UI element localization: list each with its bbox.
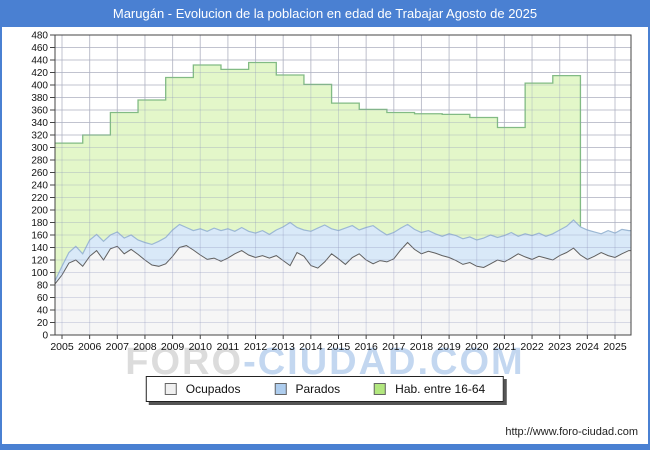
svg-text:400: 400 — [31, 81, 48, 92]
frame-border-bottom — [0, 444, 650, 450]
svg-text:460: 460 — [31, 43, 48, 54]
footer-url: http://www.foro-ciudad.com — [505, 426, 638, 438]
svg-text:140: 140 — [31, 243, 48, 254]
svg-text:480: 480 — [31, 31, 48, 42]
svg-text:2011: 2011 — [217, 341, 240, 353]
chart-legend: Ocupados Parados Hab. entre 16-64 — [145, 376, 505, 402]
svg-text:2019: 2019 — [437, 341, 461, 353]
frame-border-left — [0, 0, 2, 450]
svg-text:2005: 2005 — [50, 341, 74, 353]
x-axis-labels: 2005 2006 2007 2008 2009 2010 2011 2012 2013 2014… — [50, 335, 627, 353]
svg-text:260: 260 — [31, 168, 48, 179]
svg-text:20: 20 — [37, 318, 49, 329]
series-ocupados — [54, 241, 631, 335]
legend-item-parados: Parados — [274, 382, 340, 396]
svg-text:180: 180 — [31, 218, 48, 229]
svg-text:380: 380 — [31, 93, 48, 104]
svg-text:2018: 2018 — [410, 341, 434, 353]
svg-text:280: 280 — [31, 156, 48, 167]
svg-text:320: 320 — [31, 131, 48, 142]
svg-text:200: 200 — [31, 206, 48, 217]
svg-text:360: 360 — [31, 106, 48, 117]
svg-text:2021: 2021 — [493, 341, 517, 353]
svg-text:160: 160 — [31, 231, 48, 242]
svg-text:60: 60 — [37, 293, 49, 304]
title-bar: Marugán - Evolucion de la poblacion en e… — [0, 0, 650, 27]
legend-label-parados: Parados — [295, 382, 341, 396]
legend-swatch-parados — [274, 383, 287, 395]
svg-text:2010: 2010 — [189, 341, 213, 353]
svg-text:2020: 2020 — [465, 341, 489, 353]
svg-text:2013: 2013 — [272, 341, 296, 353]
svg-text:120: 120 — [31, 256, 48, 267]
svg-text:2012: 2012 — [244, 341, 268, 353]
legend-item-ocupados: Ocupados — [164, 382, 241, 396]
svg-text:80: 80 — [37, 281, 49, 292]
svg-text:300: 300 — [31, 143, 48, 154]
svg-text:2024: 2024 — [576, 341, 600, 353]
legend-swatch-hab16-64 — [374, 383, 387, 395]
frame-border-right — [648, 0, 650, 450]
svg-text:340: 340 — [31, 118, 48, 129]
legend-label-ocupados: Ocupados — [185, 382, 241, 396]
svg-text:2023: 2023 — [548, 341, 572, 353]
legend-label-hab16-64: Hab. entre 16-64 — [395, 382, 486, 396]
svg-text:40: 40 — [37, 306, 49, 317]
svg-text:2025: 2025 — [603, 341, 627, 353]
svg-text:2007: 2007 — [106, 341, 130, 353]
svg-text:0: 0 — [42, 331, 48, 342]
grid-overlay — [55, 35, 631, 335]
svg-text:240: 240 — [31, 181, 48, 192]
svg-text:100: 100 — [31, 268, 48, 279]
svg-text:2008: 2008 — [133, 341, 157, 353]
svg-text:440: 440 — [31, 56, 48, 67]
legend-item-hab16-64: Hab. entre 16-64 — [374, 382, 485, 396]
svg-text:220: 220 — [31, 193, 48, 204]
svg-text:2022: 2022 — [520, 341, 544, 353]
svg-text:2009: 2009 — [161, 341, 185, 353]
svg-text:2006: 2006 — [78, 341, 102, 353]
svg-text:2015: 2015 — [327, 341, 351, 353]
svg-text:2016: 2016 — [354, 341, 378, 353]
legend-swatch-ocupados — [164, 383, 177, 395]
svg-text:2014: 2014 — [299, 341, 323, 353]
svg-text:420: 420 — [31, 68, 48, 79]
svg-text:2017: 2017 — [382, 341, 406, 353]
